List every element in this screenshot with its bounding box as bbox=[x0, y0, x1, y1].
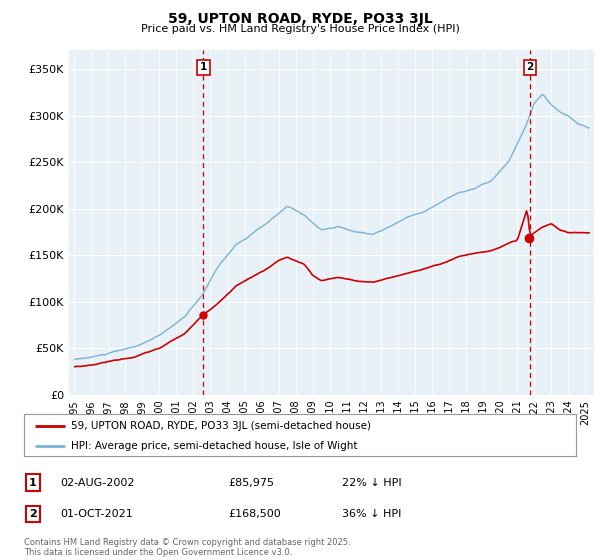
Text: £85,975: £85,975 bbox=[228, 478, 274, 488]
Text: £168,500: £168,500 bbox=[228, 509, 281, 519]
Text: 36% ↓ HPI: 36% ↓ HPI bbox=[342, 509, 401, 519]
Text: 59, UPTON ROAD, RYDE, PO33 3JL (semi-detached house): 59, UPTON ROAD, RYDE, PO33 3JL (semi-det… bbox=[71, 421, 371, 431]
Text: 2: 2 bbox=[29, 509, 37, 519]
Text: 1: 1 bbox=[200, 62, 207, 72]
Text: 2: 2 bbox=[526, 62, 534, 72]
Text: Contains HM Land Registry data © Crown copyright and database right 2025.
This d: Contains HM Land Registry data © Crown c… bbox=[24, 538, 350, 557]
Text: 1: 1 bbox=[29, 478, 37, 488]
Text: 22% ↓ HPI: 22% ↓ HPI bbox=[342, 478, 401, 488]
Text: Price paid vs. HM Land Registry's House Price Index (HPI): Price paid vs. HM Land Registry's House … bbox=[140, 24, 460, 34]
Text: 59, UPTON ROAD, RYDE, PO33 3JL: 59, UPTON ROAD, RYDE, PO33 3JL bbox=[167, 12, 433, 26]
Text: HPI: Average price, semi-detached house, Isle of Wight: HPI: Average price, semi-detached house,… bbox=[71, 441, 358, 451]
Text: 02-AUG-2002: 02-AUG-2002 bbox=[60, 478, 134, 488]
Text: 01-OCT-2021: 01-OCT-2021 bbox=[60, 509, 133, 519]
